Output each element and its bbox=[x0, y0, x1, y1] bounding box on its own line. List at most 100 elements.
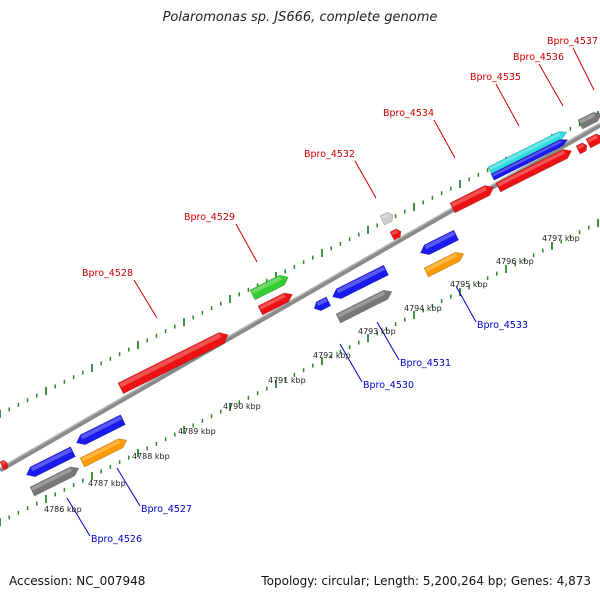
gene-bpro-4531-shine bbox=[337, 291, 386, 318]
leader-bpro-4530 bbox=[339, 343, 363, 383]
gene-bpro-4534-shine bbox=[451, 186, 488, 207]
gene-bpro-4527-body bbox=[76, 414, 126, 446]
leader-bpro-4531 bbox=[376, 321, 400, 361]
label-leaders bbox=[66, 47, 595, 537]
gene-bpro-4526 bbox=[26, 446, 76, 478]
gene-bpro-4536 bbox=[575, 142, 588, 155]
leader-bpro-4532 bbox=[354, 160, 377, 199]
gene-bpro-4527 bbox=[76, 414, 126, 446]
label-bpro-4534: Bpro_4534 bbox=[383, 108, 434, 119]
gene-bpro-4535-cyan-body bbox=[487, 131, 568, 175]
gene-bpro-4533-orange bbox=[423, 252, 465, 278]
gene-bpro-4527-orange-body bbox=[79, 438, 128, 468]
gene-bpro-4535-blue bbox=[490, 139, 569, 181]
gene-bpro-4526-gray-shine bbox=[31, 467, 73, 491]
leader-bpro-4528 bbox=[133, 279, 158, 319]
gene-bpro-4535 bbox=[495, 149, 573, 193]
gene-bpro-4533 bbox=[420, 229, 460, 256]
gene-bpro-4529-red-body bbox=[257, 292, 293, 316]
label-bpro-4529: Bpro_4529 bbox=[184, 212, 235, 223]
gene-bpro-4537-shine bbox=[587, 134, 599, 143]
label-bpro-4526: Bpro_4526 bbox=[91, 534, 142, 545]
scale-label-11: 4796 kbp bbox=[496, 257, 534, 266]
gene-bpro-4530 bbox=[313, 296, 332, 312]
gene-edge-left-shine bbox=[1, 461, 6, 466]
leader-bpro-4534 bbox=[433, 119, 456, 159]
leader-bpro-4527 bbox=[116, 467, 141, 507]
scale-label-1: 4786 kbp bbox=[44, 505, 82, 514]
label-bpro-4532: Bpro_4532 bbox=[304, 149, 355, 160]
gene-bpro-4526-gray-body bbox=[29, 466, 80, 497]
scale-labels: 4786 kbp 4787 kbp 4788 kbp 4789 kbp 4790 kbp… bbox=[44, 234, 580, 514]
gene-bpro-4527-orange bbox=[79, 438, 128, 468]
leader-bpro-4526 bbox=[66, 497, 91, 537]
gene-bpro-4537 bbox=[585, 133, 600, 149]
gene-bpro-4533-shine bbox=[424, 231, 456, 250]
gene-bpro-4527-orange-shine bbox=[81, 439, 121, 462]
gene-bpro-4530-blue-body bbox=[332, 264, 389, 300]
gene-bpro-4532-red bbox=[389, 228, 402, 241]
gene-bpro-4529-red bbox=[257, 292, 293, 316]
gene-bpro-4530-blue bbox=[332, 264, 389, 300]
gene-bpro-4529-shine bbox=[251, 276, 282, 294]
gene-bpro-4535-cyan bbox=[487, 131, 568, 175]
gene-bpro-4529-red-shine bbox=[259, 293, 286, 310]
gene-bpro-4532 bbox=[379, 211, 394, 226]
gene-bpro-4536-shine bbox=[577, 143, 585, 150]
gene-bpro-4528 bbox=[117, 332, 229, 395]
label-bpro-4531: Bpro_4531 bbox=[400, 358, 451, 369]
leader-bpro-4533 bbox=[455, 285, 477, 323]
gene-bpro-4535-cyan-shine bbox=[489, 132, 561, 170]
gene-edge-left-body bbox=[0, 459, 9, 471]
gene-bpro-4537-body bbox=[585, 133, 600, 149]
gene-bpro-4530-body bbox=[313, 296, 332, 312]
gene-bpro-4532-shine bbox=[381, 213, 390, 220]
gene-bpro-4526-gray bbox=[29, 466, 80, 497]
label-bpro-4533: Bpro_4533 bbox=[477, 320, 528, 331]
gene-bpro-4526-body bbox=[26, 446, 76, 478]
scale-label-6: 4791 kbp bbox=[268, 376, 306, 385]
scale-label-12: 4797 kbp bbox=[542, 234, 580, 243]
gene-bpro-4531-body bbox=[335, 289, 393, 324]
gene-bpro-4536-body bbox=[575, 142, 588, 155]
scale-label-10: 4795 kbp bbox=[450, 280, 488, 289]
gene-bpro-4528-body bbox=[117, 332, 229, 395]
leader-bpro-4529 bbox=[235, 223, 258, 263]
scale-label-2: 4787 kbp bbox=[88, 479, 126, 488]
gene-labels: Bpro_4528 Bpro_4529 Bpro_4532 Bpro_4534 Bpro… bbox=[82, 36, 598, 545]
gene-bpro-4532-red-shine bbox=[391, 229, 399, 236]
gene-bpro-4535-shine bbox=[497, 150, 566, 187]
accession-text: Accession: NC_007948 bbox=[9, 574, 146, 588]
gene-bpro-4534 bbox=[449, 185, 495, 214]
gene-bpro-4532-body bbox=[379, 211, 394, 226]
label-bpro-4530: Bpro_4530 bbox=[363, 380, 414, 391]
gene-bpro-4532-red-body bbox=[389, 228, 402, 241]
label-bpro-4536: Bpro_4536 bbox=[513, 52, 564, 63]
map-title: Polaromonas sp. JS666, complete genome bbox=[162, 10, 438, 25]
gene-bpro-4530-blue-shine bbox=[336, 266, 385, 294]
scale-label-4: 4789 kbp bbox=[178, 427, 216, 436]
leader-bpro-4535 bbox=[495, 83, 520, 127]
gene-bpro-4537-gray-shine bbox=[579, 113, 596, 124]
genome-summary-text: Topology: circular; Length: 5,200,264 bp… bbox=[261, 574, 591, 588]
gene-bpro-4533-body bbox=[420, 229, 460, 256]
gene-bpro-4535-body bbox=[495, 149, 573, 193]
gene-bpro-4535-blue-body bbox=[490, 139, 569, 181]
gene-bpro-4530-shine bbox=[316, 298, 328, 306]
gene-bpro-4526-shine bbox=[30, 448, 72, 472]
leader-bpro-4537 bbox=[572, 47, 595, 91]
scale-label-5: 4790 kbp bbox=[223, 402, 261, 411]
scale-label-3: 4788 kbp bbox=[132, 452, 170, 461]
gene-bpro-4534-body bbox=[449, 185, 495, 214]
scale-label-9: 4794 kbp bbox=[404, 304, 442, 313]
gene-edge-left bbox=[0, 459, 9, 471]
gene-bpro-4531 bbox=[335, 289, 393, 324]
scale-label-7: 4792 kbp bbox=[313, 351, 351, 360]
gene-bpro-4527-shine bbox=[80, 416, 122, 440]
gene-bpro-4529 bbox=[249, 274, 289, 301]
leader-bpro-4536 bbox=[538, 63, 564, 107]
label-bpro-4527: Bpro_4527 bbox=[141, 504, 192, 515]
label-bpro-4535: Bpro_4535 bbox=[470, 72, 521, 83]
gene-bpro-4533-orange-body bbox=[423, 252, 465, 278]
